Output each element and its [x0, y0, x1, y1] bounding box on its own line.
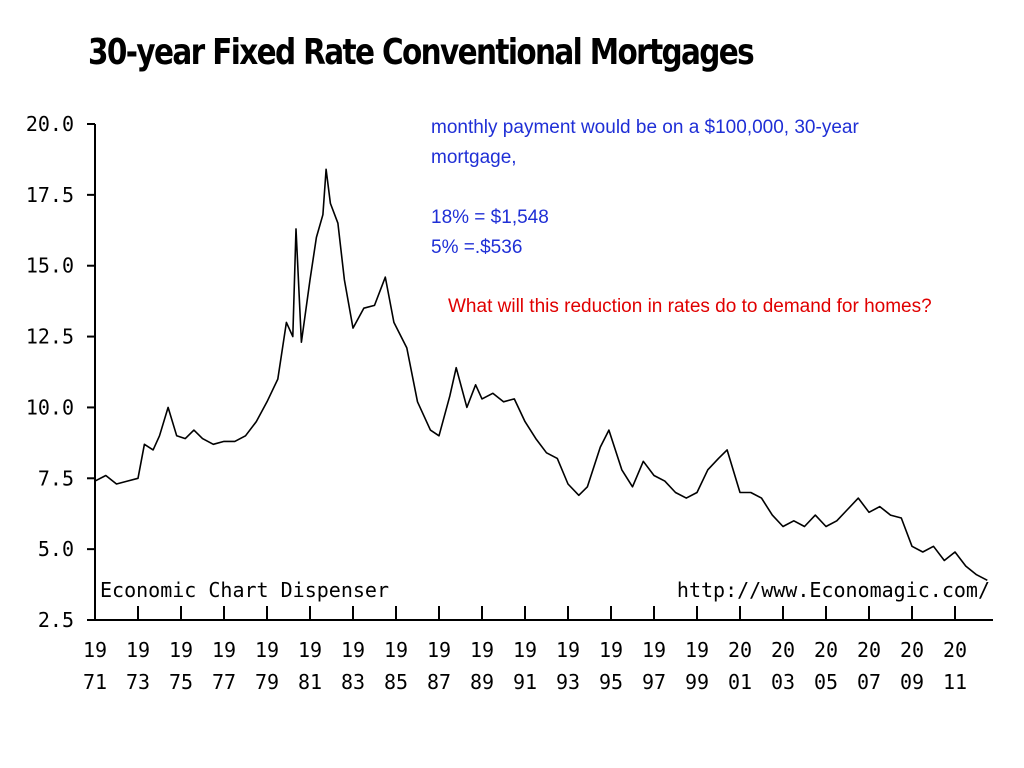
mortgage-rate-line — [94, 168, 988, 582]
y-tick-label: 7.5 — [38, 466, 74, 490]
x-tick-label-year: 81 — [298, 670, 322, 694]
source-right-label: http://www.Economagic.com/ — [677, 578, 990, 602]
payment-note-line: monthly payment would be on a $100,000, … — [431, 117, 859, 138]
x-tick-label-century: 20 — [814, 638, 838, 662]
payment-18-percent: 18% = $1,548 — [431, 207, 549, 228]
x-tick-label-century: 20 — [857, 638, 881, 662]
x-tick-label-year: 75 — [169, 670, 193, 694]
y-tick-label: 15.0 — [26, 254, 74, 278]
x-tick-label-year: 03 — [771, 670, 795, 694]
x-tick-label-year: 99 — [685, 670, 709, 694]
x-tick-label-year: 93 — [556, 670, 580, 694]
x-tick-label-century: 19 — [298, 638, 322, 662]
x-tick-label-year: 83 — [341, 670, 365, 694]
x-tick-label-century: 19 — [427, 638, 451, 662]
x-tick-label-year: 07 — [857, 670, 881, 694]
x-tick-label-year: 91 — [513, 670, 537, 694]
y-tick-label: 20.0 — [26, 112, 74, 136]
y-tick-label: 17.5 — [26, 183, 74, 207]
x-tick-label-year: 79 — [255, 670, 279, 694]
payment-note: monthly payment would be on a $100,000, … — [431, 113, 991, 263]
x-tick-label-year: 97 — [642, 670, 666, 694]
x-tick-label-century: 19 — [642, 638, 666, 662]
x-tick-label-century: 19 — [83, 638, 107, 662]
x-tick-label-century: 19 — [255, 638, 279, 662]
y-tick-label: 12.5 — [26, 325, 74, 349]
x-tick-label-century: 19 — [685, 638, 709, 662]
x-tick-label-century: 19 — [212, 638, 236, 662]
x-tick-label-century: 19 — [384, 638, 408, 662]
x-tick-label-century: 19 — [169, 638, 193, 662]
x-tick-label-year: 87 — [427, 670, 451, 694]
x-tick-label-year: 85 — [384, 670, 408, 694]
series-group — [94, 168, 988, 582]
x-tick-label-century: 19 — [599, 638, 623, 662]
y-tick-label: 5.0 — [38, 537, 74, 561]
x-tick-label-year: 11 — [943, 670, 967, 694]
x-axis: 19 71 19 73 19 75 19 77 19 79 19 81 19 83 19 85 19 87 19 89… — [83, 606, 993, 694]
x-tick-label-century: 20 — [900, 638, 924, 662]
chart-title: 30-year Fixed Rate Conventional Mortgage… — [88, 32, 755, 73]
x-tick-label-century: 20 — [943, 638, 967, 662]
x-tick-label-century: 19 — [513, 638, 537, 662]
x-tick-label-year: 95 — [599, 670, 623, 694]
y-axis: 20.0 17.5 15.0 12.5 10.0 7.5 5.0 2.5 — [26, 112, 96, 632]
payment-note-line: mortgage, — [431, 147, 517, 168]
x-tick-label-century: 19 — [126, 638, 150, 662]
x-tick-label-year: 89 — [470, 670, 494, 694]
x-tick-label-century: 19 — [470, 638, 494, 662]
payment-5-percent: 5% =.$536 — [431, 237, 523, 258]
y-tick-label: 2.5 — [38, 608, 74, 632]
x-tick-label-year: 71 — [83, 670, 107, 694]
x-tick-label-century: 20 — [771, 638, 795, 662]
demand-question: What will this reduction in rates do to … — [448, 296, 932, 317]
x-tick-label-year: 77 — [212, 670, 236, 694]
y-tick-label: 10.0 — [26, 395, 74, 419]
x-tick-label-century: 19 — [341, 638, 365, 662]
x-tick-label-century: 20 — [728, 638, 752, 662]
x-tick-label-year: 05 — [814, 670, 838, 694]
x-tick-label-century: 19 — [556, 638, 580, 662]
source-left-label: Economic Chart Dispenser — [100, 578, 389, 602]
x-tick-label-year: 01 — [728, 670, 752, 694]
x-tick-label-year: 73 — [126, 670, 150, 694]
x-tick-label-year: 09 — [900, 670, 924, 694]
